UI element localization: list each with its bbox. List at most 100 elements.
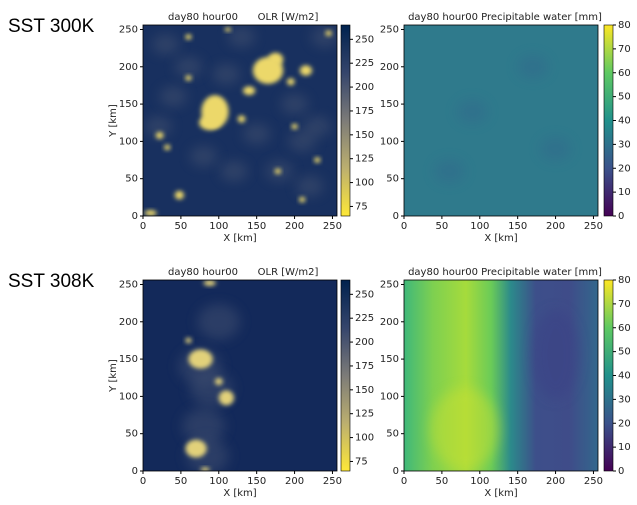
- y-tick-label: 0: [132, 211, 138, 222]
- x-tick-label: 200: [546, 476, 565, 487]
- colorbar-tick-label: 100: [355, 178, 374, 189]
- x-tick-label: 50: [436, 221, 449, 232]
- y-tick-label: 200: [119, 317, 138, 328]
- heatmap-field: [404, 25, 598, 216]
- colorbar-tick-label: 75: [355, 201, 368, 212]
- colorbar: [603, 279, 614, 472]
- heatmap-field: [143, 25, 338, 216]
- y-tick-label: 250: [380, 24, 399, 35]
- x-tick-label: 150: [508, 476, 527, 487]
- colorbar-tick-label: 50: [618, 347, 631, 358]
- y-tick-label: 0: [393, 466, 399, 477]
- colorbar: [603, 24, 614, 217]
- colorbar-tick-label: 175: [355, 361, 374, 372]
- colorbar-tick-label: 150: [355, 130, 374, 141]
- heatmap-field: [143, 280, 337, 471]
- colorbar-tick-label: 80: [618, 20, 631, 31]
- y-tick-label: 0: [132, 466, 138, 477]
- colorbar-tick-label: 10: [618, 442, 631, 453]
- y-tick-label: 100: [119, 391, 138, 402]
- y-tick-label: 150: [380, 354, 399, 365]
- x-tick-label: 0: [140, 221, 146, 232]
- x-tick-label: 50: [436, 476, 449, 487]
- colorbar-tick-label: 175: [355, 106, 374, 117]
- axes-frame: [142, 279, 338, 472]
- heatmap-field: [404, 280, 598, 471]
- colorbar-tick-label: 75: [355, 456, 368, 467]
- colorbar-tick-label: 150: [355, 385, 374, 396]
- x-axis-label: X [km]: [223, 233, 256, 244]
- x-tick-label: 100: [209, 476, 228, 487]
- colorbar-tick-label: 10: [618, 187, 631, 198]
- colorbar-tick-label: 60: [618, 323, 631, 334]
- colorbar-tick-label: 225: [355, 58, 374, 69]
- panel-title: day80 hour00 Precipitable water [mm]: [408, 267, 602, 278]
- x-tick-label: 0: [140, 476, 146, 487]
- axes-frame: [142, 24, 338, 217]
- row-label: SST 300K: [8, 16, 95, 37]
- colorbar-tick-label: 100: [355, 433, 374, 444]
- panel-title: day80 hour00: [168, 267, 238, 278]
- x-tick-label: 150: [508, 221, 527, 232]
- y-tick-label: 250: [119, 24, 138, 35]
- x-tick-label: 50: [175, 476, 188, 487]
- y-axis-label: Y [km]: [108, 104, 119, 138]
- colorbar-tick-label: 20: [618, 163, 631, 174]
- y-tick-label: 250: [380, 279, 399, 290]
- colorbar-tick-label: 125: [355, 409, 374, 420]
- colorbar-tick-label: 60: [618, 68, 631, 79]
- colorbar-tick-label: 80: [618, 275, 631, 286]
- colorbar-tick-label: 70: [618, 299, 631, 310]
- x-tick-label: 100: [470, 221, 489, 232]
- x-tick-label: 0: [401, 476, 407, 487]
- y-tick-label: 50: [386, 429, 399, 440]
- x-tick-label: 100: [470, 476, 489, 487]
- colorbar-tick-label: 40: [618, 116, 631, 127]
- x-tick-label: 100: [209, 221, 228, 232]
- axes-frame: [403, 279, 599, 472]
- axes-frame: [403, 24, 599, 217]
- y-tick-label: 200: [380, 317, 399, 328]
- colorbar-tick-label: 50: [618, 92, 631, 103]
- x-tick-label: 250: [323, 476, 342, 487]
- y-tick-label: 100: [380, 391, 399, 402]
- colorbar-tick-label: 225: [355, 313, 374, 324]
- panel-title-2: OLR [W/m2]: [258, 12, 319, 23]
- x-tick-label: 200: [285, 476, 304, 487]
- colorbar-tick-label: 200: [355, 82, 374, 93]
- x-tick-label: 250: [323, 221, 342, 232]
- colorbar-tick-label: 0: [618, 466, 624, 477]
- colorbar-tick-label: 20: [618, 418, 631, 429]
- x-tick-label: 200: [285, 221, 304, 232]
- x-tick-label: 150: [247, 476, 266, 487]
- row-label: SST 308K: [8, 271, 95, 292]
- y-tick-label: 150: [380, 99, 399, 110]
- colorbar-tick-label: 40: [618, 371, 631, 382]
- colorbar-tick-label: 250: [355, 289, 374, 300]
- y-tick-label: 100: [119, 136, 138, 147]
- colorbar: [340, 24, 351, 217]
- x-tick-label: 250: [584, 476, 603, 487]
- colorbar-tick-label: 250: [355, 34, 374, 45]
- panel-title: day80 hour00: [168, 12, 238, 23]
- y-tick-label: 200: [380, 62, 399, 73]
- y-tick-label: 250: [119, 279, 138, 290]
- x-tick-label: 150: [247, 221, 266, 232]
- y-tick-label: 50: [386, 174, 399, 185]
- y-tick-label: 150: [119, 354, 138, 365]
- x-tick-label: 200: [546, 221, 565, 232]
- colorbar-tick-label: 30: [618, 394, 631, 405]
- panel-title: day80 hour00 Precipitable water [mm]: [408, 12, 602, 23]
- colorbar-tick-label: 0: [618, 211, 624, 222]
- x-tick-label: 50: [175, 221, 188, 232]
- y-tick-label: 0: [393, 211, 399, 222]
- x-tick-label: 0: [401, 221, 407, 232]
- panel-title-2: OLR [W/m2]: [258, 267, 319, 278]
- colorbar-tick-label: 70: [618, 44, 631, 55]
- y-tick-label: 100: [380, 136, 399, 147]
- colorbar-tick-label: 200: [355, 337, 374, 348]
- y-tick-label: 200: [119, 62, 138, 73]
- colorbar-tick-label: 30: [618, 139, 631, 150]
- x-axis-label: X [km]: [484, 233, 517, 244]
